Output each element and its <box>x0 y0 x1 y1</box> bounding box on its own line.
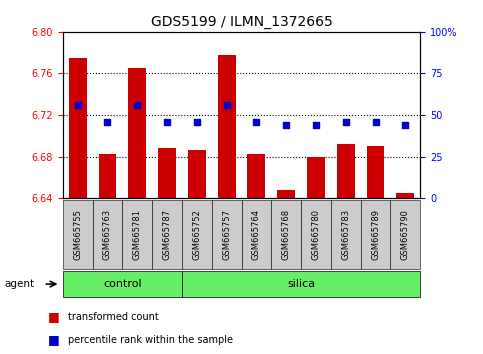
Bar <box>158 148 176 198</box>
Text: GSM665790: GSM665790 <box>401 209 410 260</box>
Bar <box>218 55 236 198</box>
Bar <box>69 58 86 198</box>
Text: ■: ■ <box>48 333 60 346</box>
Point <box>312 122 320 128</box>
Point <box>104 119 112 125</box>
Text: GSM665783: GSM665783 <box>341 209 350 260</box>
Text: GSM665764: GSM665764 <box>252 209 261 260</box>
Text: control: control <box>103 279 142 289</box>
Point <box>133 102 141 108</box>
Text: transformed count: transformed count <box>68 312 158 322</box>
Text: GSM665780: GSM665780 <box>312 209 320 260</box>
Point <box>401 122 409 128</box>
Bar <box>367 146 384 198</box>
Bar <box>99 154 116 198</box>
Text: agent: agent <box>5 279 35 289</box>
Bar <box>188 150 206 198</box>
Bar <box>128 68 146 198</box>
Point <box>74 102 82 108</box>
Bar <box>307 156 325 198</box>
Text: GSM665781: GSM665781 <box>133 209 142 260</box>
Bar <box>277 190 295 198</box>
Bar <box>397 193 414 198</box>
Point <box>282 122 290 128</box>
Point <box>342 119 350 125</box>
Point <box>253 119 260 125</box>
Point <box>372 119 380 125</box>
Point <box>193 119 201 125</box>
Point <box>223 102 230 108</box>
Text: GSM665755: GSM665755 <box>73 209 82 260</box>
Text: GSM665787: GSM665787 <box>163 209 171 260</box>
Point <box>163 119 171 125</box>
Text: percentile rank within the sample: percentile rank within the sample <box>68 335 233 345</box>
Text: silica: silica <box>287 279 315 289</box>
Text: GSM665752: GSM665752 <box>192 209 201 260</box>
Bar <box>247 154 265 198</box>
Text: GSM665789: GSM665789 <box>371 209 380 260</box>
Text: GSM665763: GSM665763 <box>103 209 112 260</box>
Title: GDS5199 / ILMN_1372665: GDS5199 / ILMN_1372665 <box>151 16 332 29</box>
Text: ■: ■ <box>48 310 60 323</box>
Bar <box>337 144 355 198</box>
Text: GSM665768: GSM665768 <box>282 209 291 260</box>
Text: GSM665757: GSM665757 <box>222 209 231 260</box>
